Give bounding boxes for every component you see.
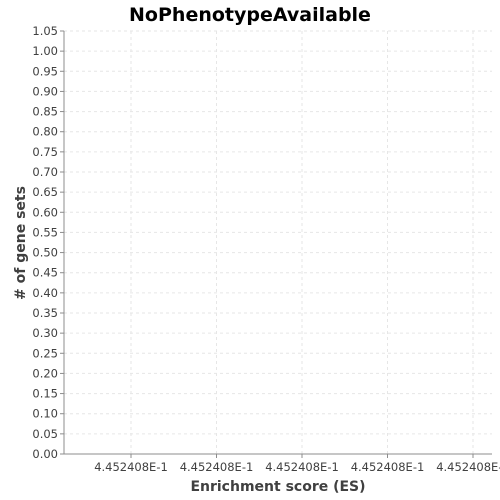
y-tick-label: 0.35: [32, 306, 58, 320]
x-axis-ticks: 4.452408E-1 4.452408E-1 4.452408E-1 4.45240…: [94, 454, 500, 474]
y-tick-label: 0.40: [32, 286, 58, 300]
x-tick-label: 4.452408E-1: [94, 460, 168, 474]
x-axis-label: Enrichment score (ES): [190, 479, 365, 495]
y-tick-label: 0.80: [32, 125, 58, 139]
y-tick-label: 0.75: [32, 145, 58, 159]
x-tick-label: 4.452408E-1: [180, 460, 254, 474]
y-tick-label: 0.90: [32, 84, 58, 98]
x-tick-label: 4.452408E-1: [265, 460, 339, 474]
y-tick-label: 0.60: [32, 205, 58, 219]
y-tick-label: 1.00: [32, 44, 58, 58]
y-tick-label: 0.55: [32, 225, 58, 239]
y-tick-label: 0.70: [32, 165, 58, 179]
y-tick-label: 0.00: [32, 447, 58, 461]
y-tick-label: 0.10: [32, 407, 58, 421]
y-tick-label: 0.65: [32, 185, 58, 199]
y-axis-ticks: 0.00 0.05 0.10 0.15 0.20 0.25 0.30 0.35 0.40 0.45…: [32, 24, 64, 461]
y-tick-label: 0.50: [32, 246, 58, 260]
chart-title: NoPhenotypeAvailable: [129, 4, 371, 26]
y-tick-label: 0.45: [32, 266, 58, 280]
x-tick-label: 4.452408E-1: [351, 460, 425, 474]
y-axis-label: # of gene sets: [13, 186, 29, 300]
axes: [63, 31, 492, 455]
y-tick-label: 0.20: [32, 366, 58, 380]
y-tick-label: 0.15: [32, 387, 58, 401]
y-tick-label: 1.05: [32, 24, 58, 38]
y-tick-label: 0.85: [32, 105, 58, 119]
grid-lines: [64, 30, 492, 454]
y-tick-label: 0.95: [32, 64, 58, 78]
y-tick-label: 0.05: [32, 427, 58, 441]
y-tick-label: 0.25: [32, 346, 58, 360]
x-tick-label: 4.452408E-1: [436, 460, 500, 474]
y-tick-label: 0.30: [32, 326, 58, 340]
